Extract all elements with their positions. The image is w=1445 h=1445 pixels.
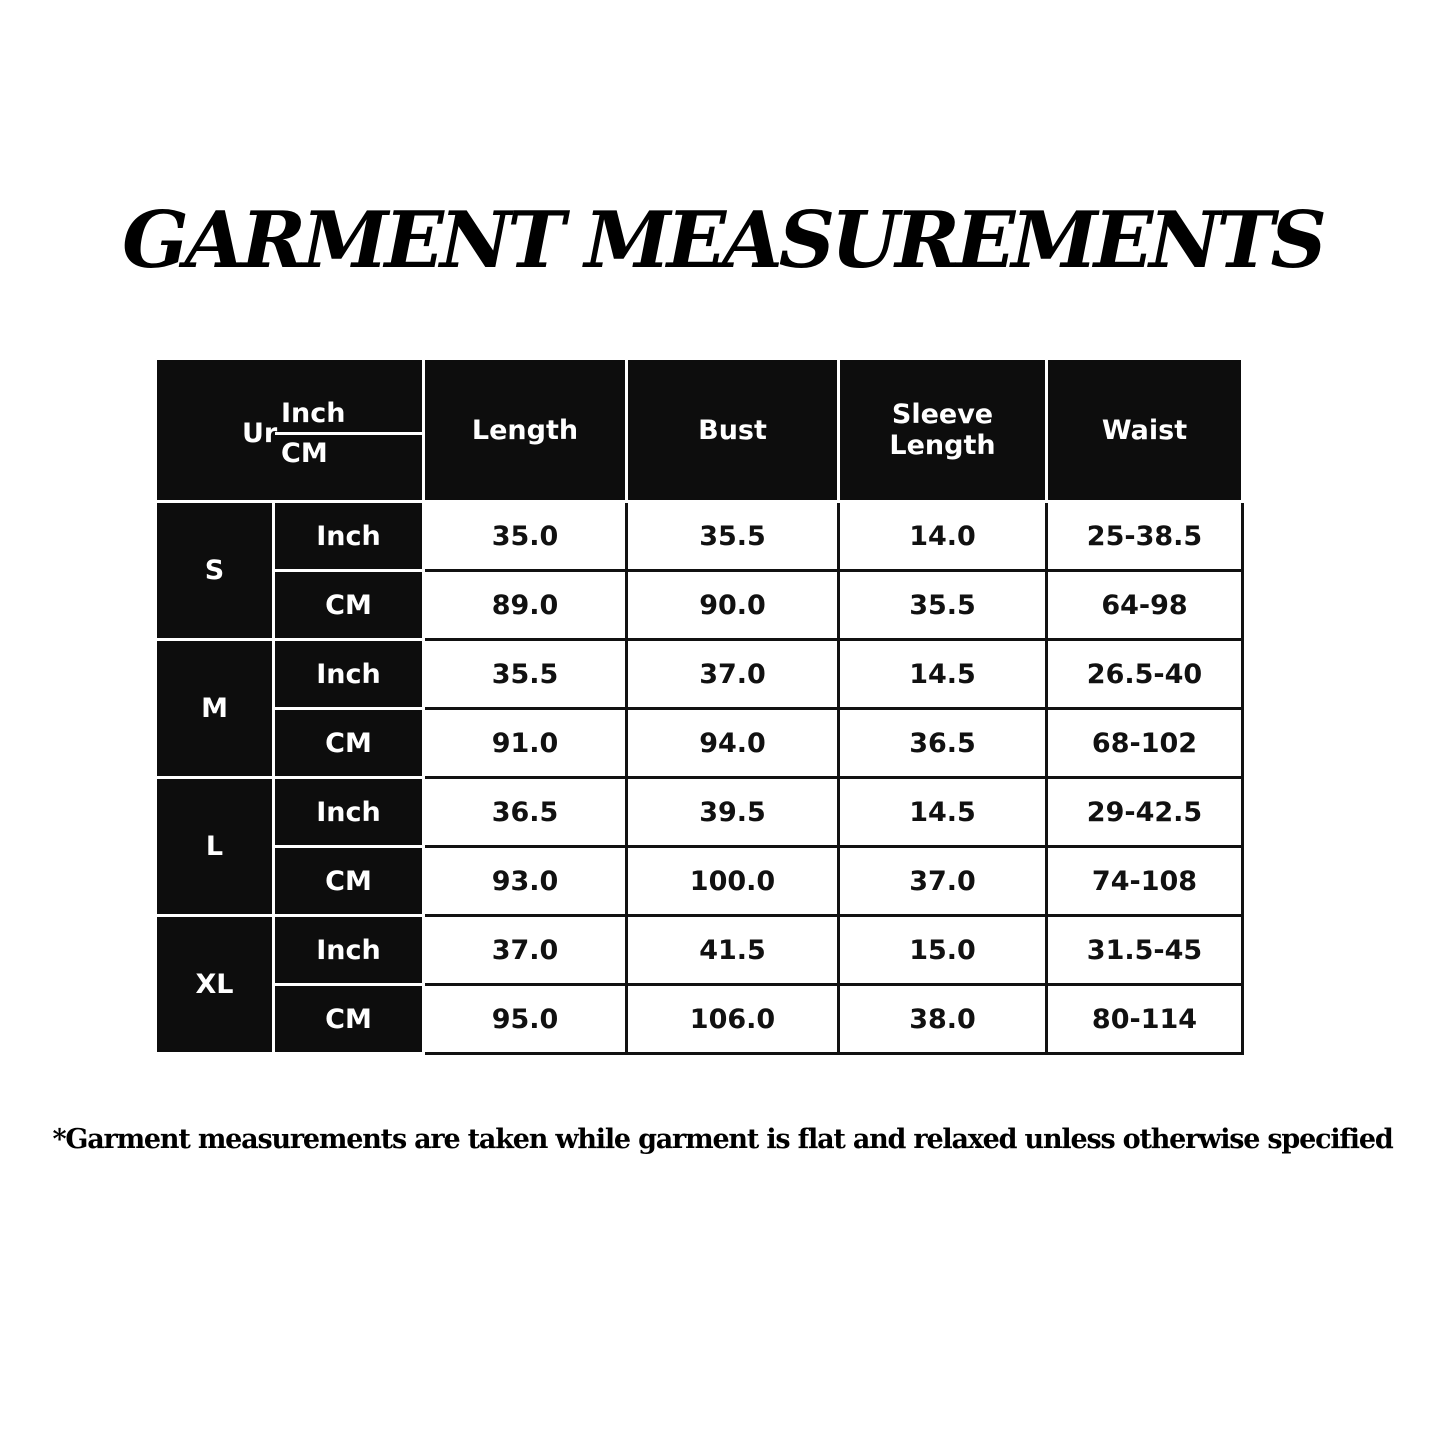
measurement-cell: 80-114	[1045, 983, 1244, 1055]
size-label: XL	[154, 914, 275, 1055]
table-row: S Inch 35.0 35.5 14.0 25-38.5	[154, 500, 1244, 641]
size-label: S	[154, 500, 275, 641]
measurement-cell: 100.0	[625, 845, 840, 917]
table-row: L Inch 36.5 39.5 14.5 29-42.5	[154, 776, 1244, 917]
unit-label: CM	[272, 845, 425, 917]
unit-label: CM	[272, 983, 425, 1055]
measurement-cell: 91.0	[422, 707, 628, 779]
unit-label: CM	[272, 707, 425, 779]
footnote: *Garment measurements are taken while ga…	[52, 1124, 1393, 1155]
size-label: M	[154, 638, 275, 779]
measurement-cell: 36.5	[422, 776, 628, 848]
measurement-cell: 26.5-40	[1045, 638, 1244, 710]
unit-corner-cell: Ur Inch CM	[154, 357, 425, 503]
column-header-length: Length	[422, 357, 628, 503]
measurement-cell: 29-42.5	[1045, 776, 1244, 848]
column-header-sleeve-length: Sleeve Length	[837, 357, 1048, 503]
measurement-cell: 37.0	[422, 914, 628, 986]
measurement-cell: 64-98	[1045, 569, 1244, 641]
table-row: CM 91.0 94.0 36.5 68-102	[156, 707, 1244, 779]
measurement-cell: 37.0	[837, 845, 1048, 917]
measurement-cell: 68-102	[1045, 707, 1244, 779]
size-chart-table: Ur Inch CM Length Bust Sleeve Length Wai…	[154, 357, 1244, 1055]
measurement-cell: 90.0	[625, 569, 840, 641]
column-header-bust: Bust	[625, 357, 840, 503]
measurement-cell: 31.5-45	[1045, 914, 1244, 986]
measurement-cell: 14.0	[837, 500, 1048, 572]
measurement-cell: 35.0	[422, 500, 628, 572]
table-row: M Inch 35.5 37.0 14.5 26.5-40	[154, 638, 1244, 779]
measurement-cell: 89.0	[422, 569, 628, 641]
table-row: CM 95.0 106.0 38.0 80-114	[156, 983, 1244, 1055]
measurement-cell: 94.0	[625, 707, 840, 779]
measurement-cell: 14.5	[837, 638, 1048, 710]
measurement-cell: 35.5	[837, 569, 1048, 641]
measurement-cell: 35.5	[422, 638, 628, 710]
measurement-cell: 14.5	[837, 776, 1048, 848]
column-header-waist: Waist	[1045, 357, 1244, 503]
measurement-cell: 93.0	[422, 845, 628, 917]
measurement-cell: 41.5	[625, 914, 840, 986]
unit-label: Inch	[272, 638, 425, 710]
measurement-cell: 74-108	[1045, 845, 1244, 917]
unit-label: Ur	[242, 418, 278, 449]
unit-label: Inch	[272, 776, 425, 848]
measurement-cell: 106.0	[625, 983, 840, 1055]
unit-label: CM	[272, 569, 425, 641]
measurement-cell: 25-38.5	[1045, 500, 1244, 572]
measurement-cell: 35.5	[625, 500, 840, 572]
divider	[275, 432, 422, 435]
measurement-cell: 38.0	[837, 983, 1048, 1055]
unit-cm-label: CM	[281, 438, 328, 469]
unit-label: Inch	[272, 914, 425, 986]
page-title: GARMENT MEASUREMENTS	[122, 195, 1327, 286]
measurement-cell: 95.0	[422, 983, 628, 1055]
measurement-cell: 39.5	[625, 776, 840, 848]
table-row: XL Inch 37.0 41.5 15.0 31.5-45	[154, 914, 1244, 1055]
table-row: CM 89.0 90.0 35.5 64-98	[156, 569, 1244, 641]
size-label: L	[154, 776, 275, 917]
measurement-cell: 15.0	[837, 914, 1048, 986]
measurement-cell: 37.0	[625, 638, 840, 710]
unit-inch-label: Inch	[281, 398, 346, 429]
unit-label: Inch	[272, 500, 425, 572]
table-row: CM 93.0 100.0 37.0 74-108	[156, 845, 1244, 917]
measurement-cell: 36.5	[837, 707, 1048, 779]
header-row: Ur Inch CM Length Bust Sleeve Length Wai…	[154, 357, 1244, 503]
